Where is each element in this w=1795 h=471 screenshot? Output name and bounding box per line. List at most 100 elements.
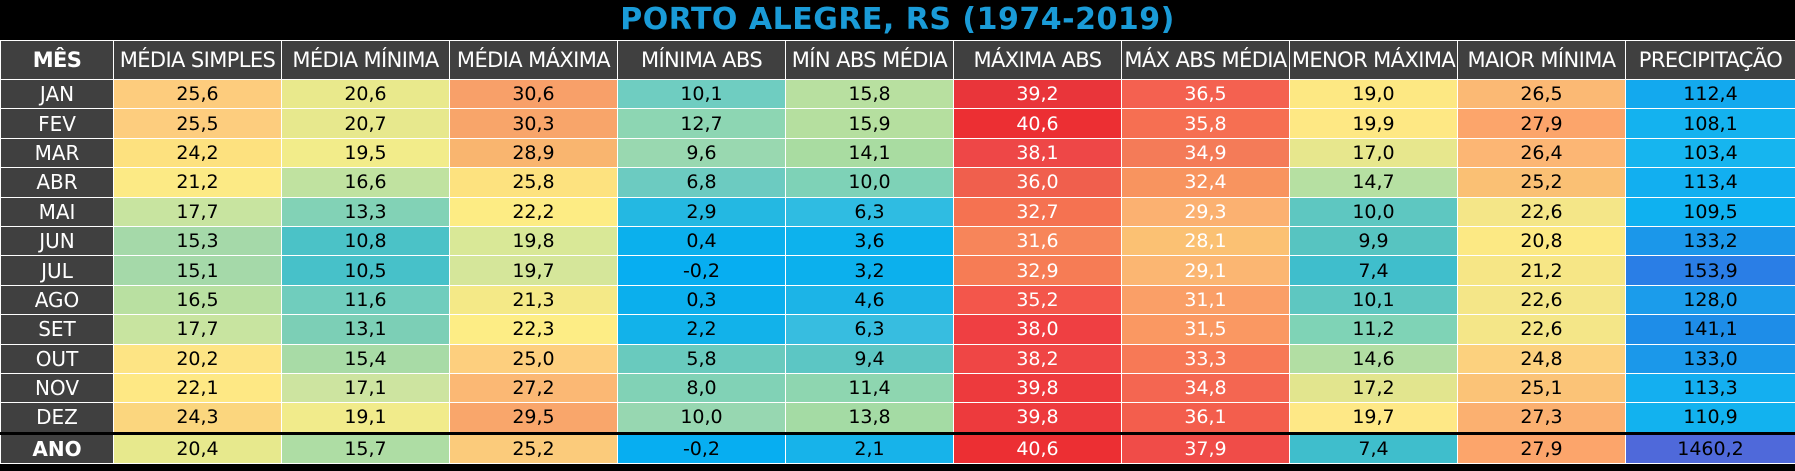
data-cell: 4,6 xyxy=(785,284,954,316)
data-cell: 10,1 xyxy=(617,78,786,110)
column-header: PRECIPITAÇÃO xyxy=(1625,40,1795,80)
table-row: JAN 25,6 20,6 30,6 10,1 15,8 39,2 36,5 19,0 26,5 1… xyxy=(0,78,1795,110)
data-cell: 6,3 xyxy=(785,196,954,227)
data-cell: 38,1 xyxy=(953,137,1122,169)
data-cell: 36,1 xyxy=(1121,402,1290,434)
data-cell: 19,5 xyxy=(281,137,450,169)
column-header: MÊS xyxy=(0,40,114,80)
data-cell: 7,4 xyxy=(1289,255,1458,286)
data-cell: 8,0 xyxy=(617,372,786,404)
data-cell: 31,1 xyxy=(1121,284,1290,316)
table-row: MAI 17,7 13,3 22,2 2,9 6,3 32,7 29,3 10,0 22,6 109… xyxy=(0,196,1795,227)
data-cell: 19,7 xyxy=(1289,402,1458,434)
row-label: JUN xyxy=(0,225,114,257)
row-label: DEZ xyxy=(0,402,114,434)
data-cell: 12,7 xyxy=(617,108,786,139)
data-cell: 10,8 xyxy=(281,225,450,257)
column-header: MÉDIA MÍNIMA xyxy=(281,40,450,80)
column-header: MÉDIA MÁXIMA xyxy=(449,40,618,80)
climate-table: MÊS MÉDIA SIMPLES MÉDIA MÍNIMA MÉDIA MÁXIMA… xyxy=(0,40,1795,465)
data-cell: 40,6 xyxy=(953,108,1122,139)
data-cell: 22,6 xyxy=(1457,196,1626,227)
data-cell: 110,9 xyxy=(1625,402,1795,434)
data-cell: 25,2 xyxy=(449,431,618,465)
data-cell: 9,6 xyxy=(617,137,786,169)
data-cell: 10,0 xyxy=(1289,196,1458,227)
data-cell: 22,6 xyxy=(1457,314,1626,345)
data-cell: 36,5 xyxy=(1121,78,1290,110)
chart-title: PORTO ALEGRE, RS (1974-2019) xyxy=(620,2,1175,37)
table-row: DEZ 24,3 19,1 29,5 10,0 13,8 39,8 36,1 19,7 27,3 1… xyxy=(0,402,1795,434)
column-header: MÁX ABS MÉDIA xyxy=(1121,40,1290,80)
data-cell: 27,9 xyxy=(1457,108,1626,139)
data-cell: 3,2 xyxy=(785,255,954,286)
data-cell: 22,1 xyxy=(113,372,282,404)
column-header: MAIOR MÍNIMA xyxy=(1457,40,1626,80)
table-row: NOV 22,1 17,1 27,2 8,0 11,4 39,8 34,8 17,2 25,1 11… xyxy=(0,372,1795,404)
data-cell: 108,1 xyxy=(1625,108,1795,139)
data-cell: 19,9 xyxy=(1289,108,1458,139)
data-cell: 5,8 xyxy=(617,343,786,374)
data-cell: 31,6 xyxy=(953,225,1122,257)
data-cell: 9,9 xyxy=(1289,225,1458,257)
data-cell: 7,4 xyxy=(1289,431,1458,465)
data-cell: 11,6 xyxy=(281,284,450,316)
data-cell: 38,0 xyxy=(953,314,1122,345)
data-cell: 1460,2 xyxy=(1625,431,1795,465)
data-cell: 39,2 xyxy=(953,78,1122,110)
data-cell: 14,7 xyxy=(1289,167,1458,198)
data-cell: 28,9 xyxy=(449,137,618,169)
data-cell: 15,3 xyxy=(113,225,282,257)
data-cell: 25,1 xyxy=(1457,372,1626,404)
data-cell: 13,8 xyxy=(785,402,954,434)
data-cell: 20,6 xyxy=(281,78,450,110)
data-cell: 25,6 xyxy=(113,78,282,110)
data-cell: 10,5 xyxy=(281,255,450,286)
data-cell: 34,9 xyxy=(1121,137,1290,169)
data-cell: 30,6 xyxy=(449,78,618,110)
data-cell: 153,9 xyxy=(1625,255,1795,286)
row-label: NOV xyxy=(0,372,114,404)
data-cell: 25,2 xyxy=(1457,167,1626,198)
data-cell: 11,2 xyxy=(1289,314,1458,345)
data-cell: 133,0 xyxy=(1625,343,1795,374)
data-cell: 39,8 xyxy=(953,372,1122,404)
data-cell: 37,9 xyxy=(1121,431,1290,465)
data-cell: 36,0 xyxy=(953,167,1122,198)
data-cell: 25,5 xyxy=(113,108,282,139)
data-cell: 15,4 xyxy=(281,343,450,374)
row-label: FEV xyxy=(0,108,114,139)
data-cell: -0,2 xyxy=(617,255,786,286)
data-cell: 10,0 xyxy=(785,167,954,198)
data-cell: 112,4 xyxy=(1625,78,1795,110)
row-label: JUL xyxy=(0,255,114,286)
data-cell: 38,2 xyxy=(953,343,1122,374)
data-cell: 39,8 xyxy=(953,402,1122,434)
data-cell: 15,1 xyxy=(113,255,282,286)
data-cell: 24,3 xyxy=(113,402,282,434)
data-cell: 21,2 xyxy=(1457,255,1626,286)
data-cell: 16,6 xyxy=(281,167,450,198)
data-cell: 21,2 xyxy=(113,167,282,198)
table-row: OUT 20,2 15,4 25,0 5,8 9,4 38,2 33,3 14,6 24,8 133… xyxy=(0,343,1795,374)
data-cell: 17,0 xyxy=(1289,137,1458,169)
data-cell: 0,3 xyxy=(617,284,786,316)
column-header: MENOR MÁXIMA xyxy=(1289,40,1458,80)
data-cell: 16,5 xyxy=(113,284,282,316)
data-cell: 32,4 xyxy=(1121,167,1290,198)
data-cell: 13,3 xyxy=(281,196,450,227)
column-header: MÍNIMA ABS xyxy=(617,40,786,80)
data-cell: 40,6 xyxy=(953,431,1122,465)
data-cell: 33,3 xyxy=(1121,343,1290,374)
row-label: AGO xyxy=(0,284,114,316)
data-cell: 35,8 xyxy=(1121,108,1290,139)
data-cell: 20,8 xyxy=(1457,225,1626,257)
data-cell: 15,8 xyxy=(785,78,954,110)
row-label: SET xyxy=(0,314,114,345)
data-cell: 19,8 xyxy=(449,225,618,257)
data-cell: 2,2 xyxy=(617,314,786,345)
table-row: ANO 20,4 15,7 25,2 -0,2 2,1 40,6 37,9 7,4 27,9 146… xyxy=(0,431,1795,465)
data-cell: 27,2 xyxy=(449,372,618,404)
data-cell: 20,4 xyxy=(113,431,282,465)
